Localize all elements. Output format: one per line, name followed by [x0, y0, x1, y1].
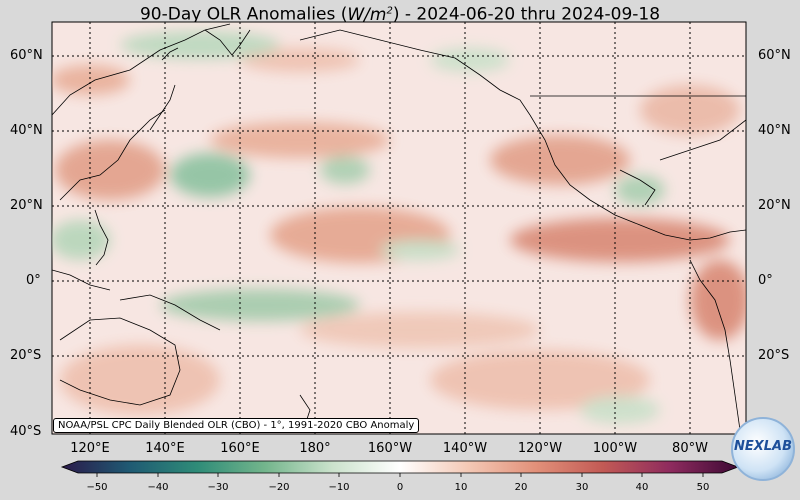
lat-label-left: 40°N	[10, 123, 43, 138]
anomaly-blob	[55, 140, 165, 200]
colorbar-tick-label: 20	[514, 482, 528, 493]
lat-label-right: 0°	[758, 273, 773, 288]
colorbar-tick-label: −10	[328, 482, 350, 493]
anomaly-blob	[580, 396, 660, 424]
anomaly-blob	[430, 48, 510, 72]
lat-label-left: 20°S	[10, 348, 42, 363]
anomaly-blob	[510, 218, 730, 262]
colorbar-tick-label: 40	[635, 482, 649, 493]
kamchatka-coastline	[204, 29, 251, 56]
colorbar-tick-label: 50	[696, 482, 710, 493]
lon-label: 120°E	[70, 441, 110, 456]
anomaly-blob	[490, 135, 630, 185]
colorbar-ticks	[96, 473, 704, 477]
lon-label: 80°W	[672, 441, 708, 456]
colorbar-tick-label: −30	[207, 482, 229, 493]
map-title: 90-Day OLR Anomalies (W/m2) - 2024-06-20…	[139, 4, 661, 25]
asia-coastline	[52, 23, 231, 201]
indonesia-coastline	[52, 269, 221, 331]
anomaly-blob	[430, 350, 650, 410]
lon-label: 160°E	[220, 441, 260, 456]
lat-label-left: 20°N	[10, 198, 43, 213]
colorbar-tick-label: −40	[147, 482, 169, 493]
colorbar-tick-label: 0	[396, 482, 404, 493]
alaska-coastline	[299, 29, 531, 116]
data-credit: NOAA/PSL CPC Daily Blended OLR (CBO) - 1…	[53, 418, 420, 433]
colorbar-tick-label: 10	[454, 482, 468, 493]
nexlab-logo: NEXLAB	[731, 417, 795, 481]
lon-label: 140°E	[145, 441, 185, 456]
lat-label-left: 40°S	[10, 424, 42, 439]
lat-label-right: 60°N	[758, 48, 791, 63]
anomaly-field	[52, 31, 746, 424]
colorbar-tick-label: −50	[86, 482, 108, 493]
anomaly-blob	[240, 48, 360, 72]
lat-label-left: 0°	[26, 273, 41, 288]
philippines-coastline	[94, 209, 109, 266]
lon-label: 140°W	[442, 441, 488, 456]
lon-label: 180°	[299, 441, 331, 456]
lat-label-right: 20°S	[758, 348, 790, 363]
north-america-coastline	[529, 114, 746, 241]
gridlines	[52, 22, 746, 434]
lat-label-right: 40°N	[758, 123, 791, 138]
anomaly-blob	[170, 153, 250, 197]
lon-label: 120°W	[517, 441, 563, 456]
anomaly-blob	[52, 65, 130, 95]
anomaly-blob	[60, 345, 220, 415]
colorbar-tick-label: 30	[575, 482, 589, 493]
anomaly-blob	[380, 240, 460, 260]
colorbar-tick-label: −20	[268, 482, 290, 493]
anomaly-blob	[210, 122, 390, 158]
south-america-coastline	[689, 259, 741, 431]
anomaly-blob	[690, 260, 746, 340]
coastlines	[52, 23, 746, 431]
anomaly-blob	[120, 31, 280, 59]
anomaly-blob	[160, 289, 360, 321]
gulf-coastline	[619, 119, 746, 206]
lon-label: 100°W	[592, 441, 638, 456]
anomaly-blob	[320, 156, 370, 184]
lat-label-left: 60°N	[10, 48, 43, 63]
nexlab-logo-text: NEXLAB	[733, 439, 793, 454]
anomaly-blob	[300, 312, 540, 348]
anomaly-blob	[615, 175, 665, 205]
australia-coastline	[59, 317, 181, 406]
anomaly-blob	[52, 220, 110, 260]
lat-label-right: 20°N	[758, 198, 791, 213]
colorbar	[60, 460, 740, 474]
lon-label: 160°W	[367, 441, 413, 456]
anomaly-blob	[640, 85, 740, 135]
